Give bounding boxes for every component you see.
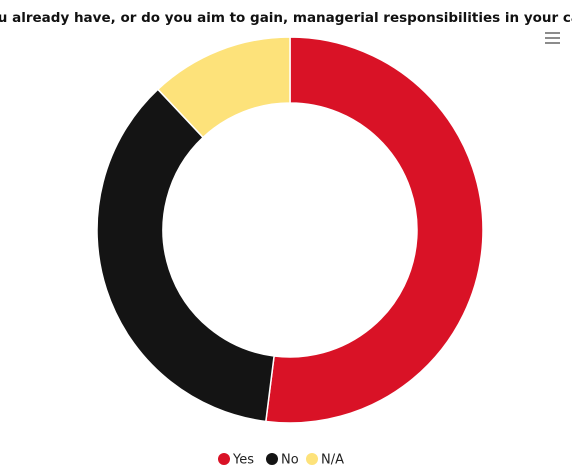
donut-slice <box>264 36 484 424</box>
legend-marker[interactable] <box>218 453 230 465</box>
legend-marker[interactable] <box>266 453 278 465</box>
chart-title: Do you already have, or do you aim to ga… <box>0 10 572 26</box>
legend-label[interactable]: Yes <box>232 453 254 468</box>
legend-marker[interactable] <box>306 453 318 465</box>
menu-button[interactable] <box>540 28 564 48</box>
donut-slice <box>96 88 275 423</box>
donut-slice <box>156 36 291 139</box>
legend-label[interactable]: N/A <box>321 453 344 468</box>
legend-label[interactable]: No <box>281 453 299 468</box>
